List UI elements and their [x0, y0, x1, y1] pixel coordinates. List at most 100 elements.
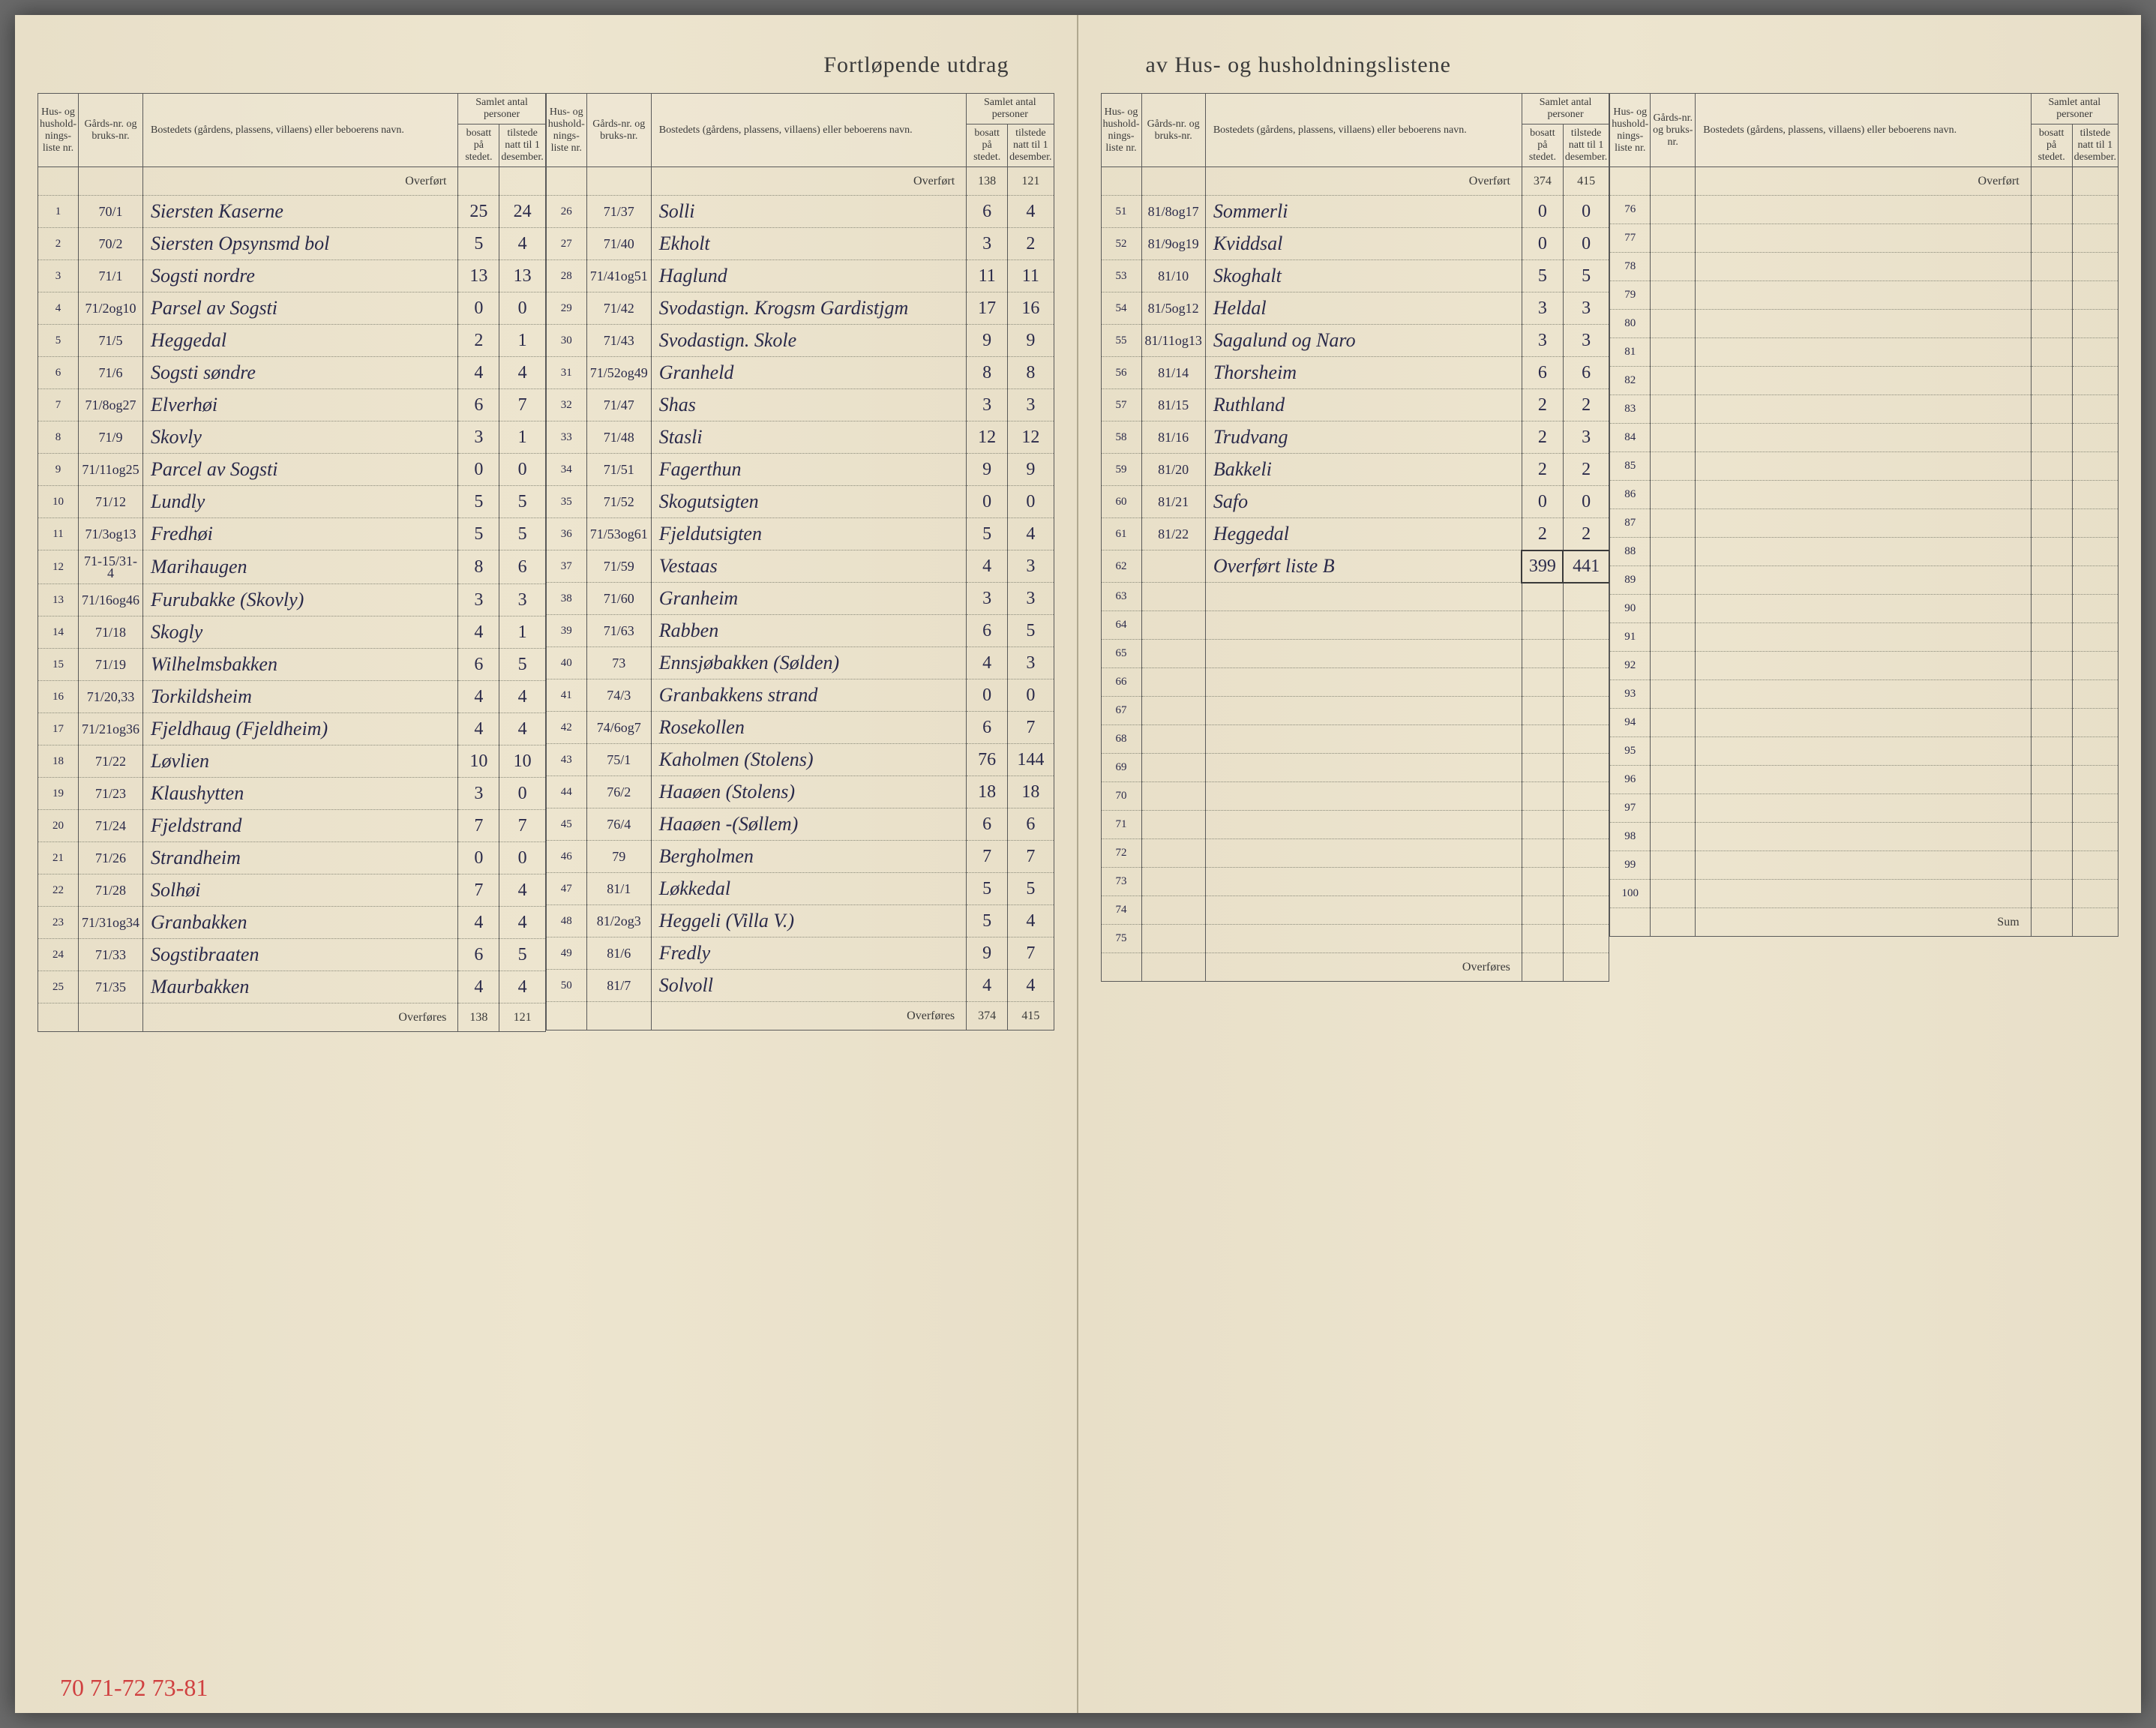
row-tilstede: 10 — [499, 746, 545, 778]
data-row: 3471/51Fagerthun99 — [546, 454, 1054, 486]
row-gard: 81/15 — [1141, 389, 1205, 422]
row-name: Kaholmen (Stolens) — [651, 744, 966, 776]
data-row: 871/9Skovly31 — [38, 422, 546, 454]
row-tilstede: 3 — [1563, 422, 1609, 454]
row-num: 45 — [546, 808, 586, 841]
row-name: Rosekollen — [651, 712, 966, 744]
row-num: 27 — [546, 228, 586, 260]
row-name: Lundly — [143, 486, 458, 518]
row-name: Skogly — [143, 616, 458, 649]
data-row: 70 — [1101, 782, 1609, 811]
row-gard: 81/11og13 — [1141, 325, 1205, 357]
row-bosatt — [2031, 338, 2072, 367]
left-page: Fortløpende utdrag Hus- og hushold-nings… — [15, 15, 1078, 1713]
overfort-row: Overført374415 — [1101, 167, 1609, 196]
row-gard — [1651, 623, 1696, 652]
data-row: 1271-15/31-4Marihaugen86 — [38, 550, 546, 584]
row-tilstede: 3 — [499, 584, 545, 616]
row-gard: 81/22 — [1141, 518, 1205, 550]
row-name — [1696, 224, 2031, 253]
row-num: 16 — [38, 681, 79, 713]
row-bosatt: 3 — [1522, 325, 1563, 357]
row-tilstede: 5 — [1008, 615, 1054, 647]
row-bosatt: 11 — [967, 260, 1008, 292]
row-name: Fjeldhaug (Fjeldheim) — [143, 713, 458, 746]
overfort-label: Overført — [143, 167, 458, 196]
row-name — [1205, 839, 1522, 868]
data-row: 68 — [1101, 725, 1609, 754]
row-num: 35 — [546, 486, 586, 518]
row-bosatt: 3 — [458, 778, 499, 810]
row-name: Sogstibraaten — [143, 939, 458, 971]
row-tilstede — [2072, 766, 2118, 794]
row-tilstede: 7 — [1008, 841, 1054, 873]
row-name: Trudvang — [1205, 422, 1522, 454]
hdr-liste: Hus- og hushold-nings-liste nr. — [1101, 94, 1141, 167]
row-tilstede — [1563, 583, 1609, 611]
row-name — [1696, 395, 2031, 424]
row-tilstede: 4 — [1008, 905, 1054, 938]
row-name: Løkkedal — [651, 873, 966, 905]
row-tilstede — [2072, 196, 2118, 224]
data-row: 5681/14Thorsheim66 — [1101, 357, 1609, 389]
row-tilstede: 4 — [499, 874, 545, 907]
data-row: 4174/3Granbakkens strand00 — [546, 680, 1054, 712]
data-row: 2171/26Strandheim00 — [38, 842, 546, 874]
row-tilstede — [1563, 668, 1609, 697]
row-bosatt: 2 — [1522, 518, 1563, 550]
row-gard — [1141, 697, 1205, 725]
row-tilstede — [1563, 611, 1609, 640]
row-name — [1696, 680, 2031, 709]
row-gard — [1651, 481, 1696, 509]
row-bosatt: 8 — [458, 550, 499, 584]
row-tilstede — [2072, 880, 2118, 908]
row-tilstede: 6 — [1008, 808, 1054, 841]
row-gard: 71/59 — [586, 550, 651, 583]
row-name: Strandheim — [143, 842, 458, 874]
row-name — [1696, 595, 2031, 623]
data-row: 671/6Sogsti søndre44 — [38, 357, 546, 389]
row-num: 31 — [546, 357, 586, 389]
data-row: 62Overført liste B399441 — [1101, 550, 1609, 583]
row-num: 2 — [38, 228, 79, 260]
row-num: 28 — [546, 260, 586, 292]
overfores-tilstede: 415 — [1008, 1002, 1054, 1030]
data-row: 94 — [1610, 709, 2119, 737]
census-table-0: Hus- og hushold-nings-liste nr.Gårds-nr.… — [37, 93, 546, 1032]
row-gard: 71/8og27 — [79, 389, 143, 422]
data-row: 471/2og10Parsel av Sogsti00 — [38, 292, 546, 325]
row-name — [1696, 509, 2031, 538]
row-gard: 71/35 — [79, 971, 143, 1004]
row-num: 21 — [38, 842, 79, 874]
row-gard — [1651, 196, 1696, 224]
row-bosatt — [2031, 794, 2072, 823]
row-bosatt: 3 — [967, 583, 1008, 615]
data-row: 6181/22Heggedal22 — [1101, 518, 1609, 550]
row-name: Heggeli (Villa V.) — [651, 905, 966, 938]
row-name — [1205, 811, 1522, 839]
row-bosatt: 0 — [967, 680, 1008, 712]
data-row: 78 — [1610, 253, 2119, 281]
row-num: 13 — [38, 584, 79, 616]
row-gard: 71/51 — [586, 454, 651, 486]
data-row: 571/5Heggedal21 — [38, 325, 546, 357]
row-num: 55 — [1101, 325, 1141, 357]
row-bosatt: 18 — [967, 776, 1008, 808]
row-bosatt — [1522, 868, 1563, 896]
row-gard — [1141, 754, 1205, 782]
row-tilstede: 1 — [499, 422, 545, 454]
row-tilstede: 441 — [1563, 550, 1609, 583]
row-tilstede: 5 — [499, 649, 545, 681]
census-table-3: Hus- og hushold-nings-liste nr.Gårds-nr.… — [1609, 93, 2119, 937]
data-row: 91 — [1610, 623, 2119, 652]
row-tilstede: 8 — [1008, 357, 1054, 389]
row-bosatt — [1522, 611, 1563, 640]
row-name: Shas — [651, 389, 966, 422]
row-tilstede: 3 — [1008, 583, 1054, 615]
row-num: 53 — [1101, 260, 1141, 292]
row-tilstede: 2 — [1563, 389, 1609, 422]
row-tilstede — [2072, 623, 2118, 652]
row-name: Maurbakken — [143, 971, 458, 1004]
row-num: 83 — [1610, 395, 1651, 424]
overfores-row: Overføres138121 — [38, 1004, 546, 1032]
